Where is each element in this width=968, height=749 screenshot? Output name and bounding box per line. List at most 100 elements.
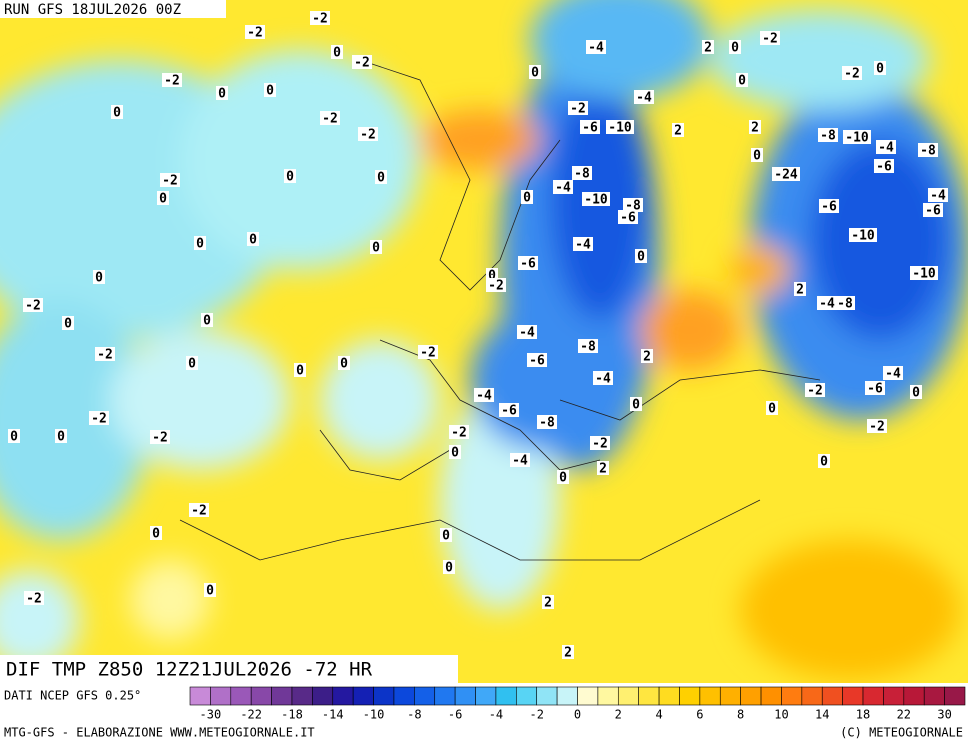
- contour-label-bg: [874, 61, 886, 75]
- colorbar-label: -10: [363, 708, 385, 722]
- contour-label: 0: [196, 237, 204, 252]
- colorbar-swatch: [597, 686, 619, 706]
- contour-label-bg: [521, 190, 533, 204]
- colorbar-label: 4: [655, 708, 662, 722]
- contour-label: 0: [632, 398, 640, 413]
- colorbar-swatch: [230, 686, 252, 706]
- contour-label-bg: [876, 140, 896, 154]
- contour-label-bg: [736, 73, 748, 87]
- contour-label: 0: [531, 66, 539, 81]
- colorbar-swatch: [393, 686, 415, 706]
- contour-label: -2: [451, 426, 467, 441]
- contour-label-bg: [264, 83, 276, 97]
- contour-label-bg: [542, 595, 554, 609]
- contour-label: 0: [188, 357, 196, 372]
- contour-label-bg: [918, 143, 938, 157]
- contour-label-bg: [284, 169, 296, 183]
- contour-label: 0: [206, 584, 214, 599]
- contour-label-bg: [568, 101, 588, 115]
- contour-label: 0: [637, 250, 645, 265]
- contour-label-bg: [150, 526, 162, 540]
- contour-label: -8: [539, 416, 555, 431]
- colorbar-swatch: [699, 686, 721, 706]
- contour-label: 0: [218, 87, 226, 102]
- contour-label: 0: [286, 170, 294, 185]
- colorbar-label: 2: [615, 708, 622, 722]
- colorbar-swatch: [312, 686, 334, 706]
- colorbar-swatch: [862, 686, 884, 706]
- colorbar-swatch: [332, 686, 354, 706]
- colorbar-label: 10: [774, 708, 788, 722]
- contour-label-bg: [150, 430, 170, 444]
- contour-label-bg: [93, 270, 105, 284]
- contour-label: 0: [203, 314, 211, 329]
- source-label: DATI NCEP GFS 0.25°: [4, 689, 141, 703]
- colorbar-swatch: [577, 686, 599, 706]
- contour-label-bg: [186, 356, 198, 370]
- contour-label: 2: [544, 596, 552, 611]
- contour-label-bg: [331, 45, 343, 59]
- contour-label: -6: [620, 211, 636, 226]
- contour-label-bg: [572, 166, 592, 180]
- contour-label-bg: [62, 316, 74, 330]
- colorbar-swatch: [352, 686, 374, 706]
- contour-label: 0: [738, 74, 746, 89]
- contour-label-bg: [794, 282, 806, 296]
- contour-label-bg: [923, 203, 943, 217]
- contour-label: 2: [704, 41, 712, 56]
- contour-label: -4: [636, 91, 652, 106]
- map-field: [0, 0, 968, 683]
- contour-label: 2: [599, 462, 607, 477]
- colorbar-swatch: [454, 686, 476, 706]
- contour-label: 0: [95, 271, 103, 286]
- contour-label: 0: [820, 455, 828, 470]
- contour-label: -2: [592, 437, 608, 452]
- contour-label-bg: [201, 313, 213, 327]
- contour-label-bg: [89, 411, 109, 425]
- contour-label: -6: [925, 204, 941, 219]
- contour-label: -2: [570, 102, 586, 117]
- contour-label-bg: [590, 436, 610, 450]
- contour-label: 0: [912, 386, 920, 401]
- colorbar-swatch: [373, 686, 395, 706]
- colorbar-label: 18: [856, 708, 870, 722]
- contour-label: -4: [555, 181, 571, 196]
- colorbar-swatch: [638, 686, 660, 706]
- contour-label-bg: [849, 228, 877, 242]
- contour-label: -2: [844, 67, 860, 82]
- contour-label-bg: [443, 560, 455, 574]
- run-label: RUN GFS 18JUL2026 00Z: [4, 2, 181, 18]
- colorbar-label: -18: [281, 708, 303, 722]
- contour-label: -2: [312, 12, 328, 27]
- contour-label: 0: [559, 471, 567, 486]
- contour-label-bg: [162, 73, 182, 87]
- contour-label: 2: [643, 350, 651, 365]
- contour-label-bg: [449, 425, 469, 439]
- contour-label-bg: [24, 591, 44, 605]
- contour-label: -2: [322, 112, 338, 127]
- colorbar-swatch: [556, 686, 578, 706]
- contour-label: -8: [574, 167, 590, 182]
- contour-label: -10: [851, 229, 875, 244]
- contour-label-bg: [772, 167, 800, 181]
- contour-label-bg: [510, 453, 530, 467]
- colorbar-swatch: [210, 686, 232, 706]
- contour-label-bg: [729, 40, 741, 54]
- contour-label-bg: [867, 419, 887, 433]
- colorbar-swatch: [414, 686, 436, 706]
- contour-label: 0: [266, 84, 274, 99]
- colorbar-label: -4: [489, 708, 503, 722]
- contour-label: 0: [372, 241, 380, 256]
- contour-label: -2: [162, 174, 178, 189]
- colorbar-label: 30: [937, 708, 951, 722]
- contour-label: 0: [152, 527, 160, 542]
- colorbar-swatch: [536, 686, 558, 706]
- contour-label-bg: [842, 66, 862, 80]
- contour-label: 0: [523, 191, 531, 206]
- contour-label: -4: [878, 141, 894, 156]
- colorbar-label: 14: [815, 708, 829, 722]
- contour-label-bg: [338, 356, 350, 370]
- contour-label-bg: [216, 86, 228, 100]
- contour-label-bg: [910, 266, 938, 280]
